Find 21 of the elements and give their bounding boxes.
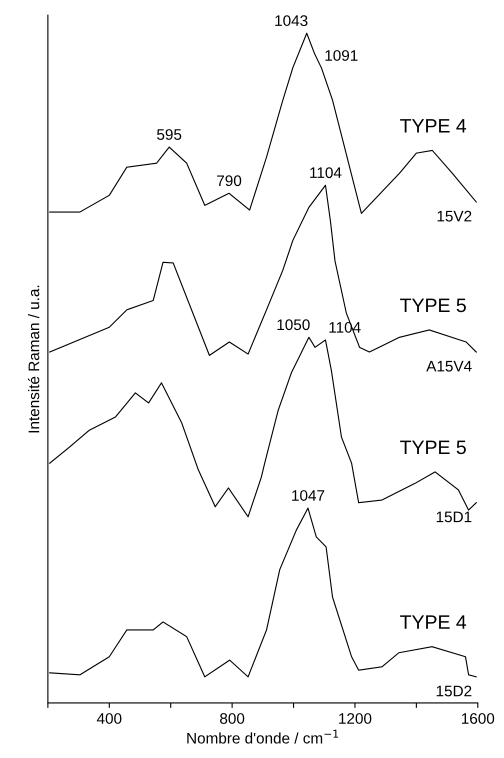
- y-axis-title: Intensité Raman / u.a.: [28, 286, 40, 432]
- annotation: 1047: [292, 490, 324, 501]
- x-tick-label: 1600: [462, 713, 494, 724]
- annotation: 1104: [310, 167, 342, 178]
- annotation: 1050: [277, 319, 310, 330]
- series-label: A15V4: [426, 360, 472, 372]
- x-tick-label: 800: [220, 713, 244, 724]
- series-label: 15V2: [438, 210, 472, 222]
- series-label: 15D1: [436, 512, 472, 522]
- x-tick-label: 1200: [339, 713, 372, 724]
- annotation: TYPE 4: [400, 615, 466, 629]
- annotation: TYPE 5: [400, 440, 466, 454]
- annotation: TYPE 4: [400, 119, 466, 133]
- x-tick-label: 400: [96, 713, 122, 724]
- annotation: TYPE 5: [400, 298, 466, 312]
- series-label: 15D2: [436, 686, 472, 696]
- annotation: 1091: [325, 50, 358, 61]
- x-axis-title: Nombre d'onde / cm$^{−1}$: [187, 730, 338, 744]
- annotation: 595: [157, 129, 182, 140]
- annotation: 790: [217, 175, 242, 186]
- annotation: 1043: [275, 15, 308, 26]
